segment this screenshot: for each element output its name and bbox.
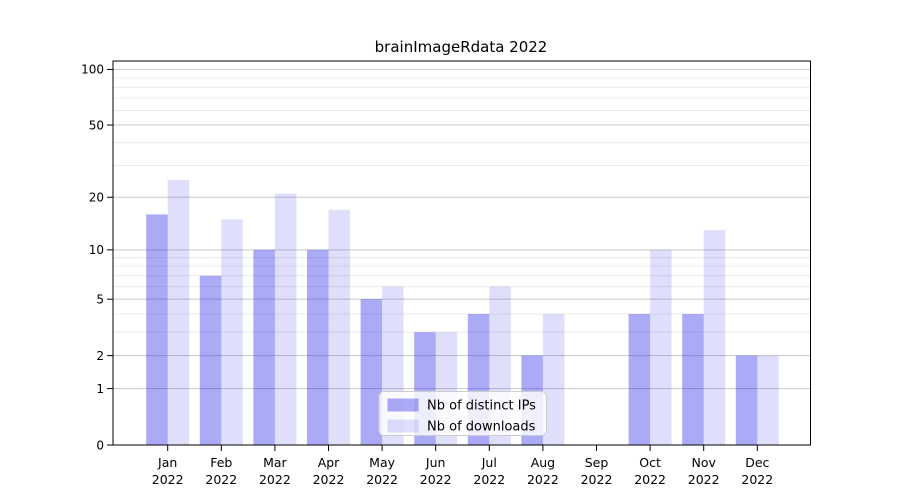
bar-apr-downloads [328,209,350,445]
y-tick-label-10: 10 [89,243,104,257]
legend-label-downloads: Nb of downloads [427,420,536,435]
x-tick-label-jun: Jun [425,455,446,470]
x-tick-label-oct-year: 2022 [634,472,666,487]
x-axis: Jan 2022 Feb 2022 Mar 2022 Apr 2022 May 2022 Jun 20… [152,445,773,487]
chart-title: brainImageRdata 2022 [375,38,548,56]
x-tick-label-jun-year: 2022 [420,472,452,487]
x-tick-label-feb-year: 2022 [205,472,237,487]
x-tick-label-oct: Oct [639,455,661,470]
minor-gridlines [113,77,811,333]
bar-apr-distinct-ips [307,249,329,445]
bar-dec-distinct-ips [735,355,758,445]
y-tick-label-1: 1 [96,382,104,396]
bar-oct-distinct-ips [628,314,651,445]
x-tick-label-mar: Mar [263,455,287,470]
x-tick-label-jan-year: 2022 [152,472,184,487]
bar-feb-distinct-ips [199,275,222,445]
x-tick-label-jul-year: 2022 [473,472,505,487]
x-tick-label-aug: Aug [531,455,555,470]
y-tick-label-0: 0 [96,438,104,452]
legend-swatch-downloads [387,419,419,433]
x-tick-label-sep: Sep [585,455,609,470]
x-tick-label-nov: Nov [691,455,716,470]
legend-label-distinct-ips: Nb of distinct IPs [427,399,536,414]
legend-box [378,391,547,436]
legend: Nb of distinct IPs Nb of downloads [378,391,547,436]
x-tick-label-may: May [369,455,395,470]
bar-oct-downloads [650,249,672,445]
bar-mar-distinct-ips [253,249,275,445]
x-tick-label-sep-year: 2022 [581,472,613,487]
x-tick-label-feb: Feb [210,455,232,470]
bar-nov-distinct-ips [682,314,704,445]
y-axis: 0 1 2 5 10 20 50 100 [81,63,113,452]
bar-jan-downloads [167,179,190,445]
y-tick-label-50: 50 [89,118,104,132]
x-tick-label-may-year: 2022 [366,472,398,487]
x-tick-label-apr-year: 2022 [313,472,345,487]
x-tick-label-dec: Dec [745,455,769,470]
x-tick-label-apr: Apr [318,455,340,470]
y-tick-label-5: 5 [96,292,104,306]
y-tick-label-2: 2 [96,349,104,363]
x-tick-label-jul: Jul [481,455,497,470]
bar-jan-distinct-ips [146,214,168,445]
major-gridlines [113,68,811,390]
bar-may-distinct-ips [360,299,383,445]
bar-feb-downloads [221,219,243,445]
y-tick-label-20: 20 [89,191,104,205]
x-tick-label-mar-year: 2022 [259,472,291,487]
bar-nov-downloads [703,230,726,445]
x-tick-label-jan: Jan [157,455,177,470]
x-tick-label-nov-year: 2022 [688,472,720,487]
y-tick-label-100: 100 [81,63,104,77]
x-tick-label-dec-year: 2022 [741,472,773,487]
bar-aug-downloads [542,314,565,445]
legend-swatch-distinct-ips [387,398,419,412]
plot-border [112,60,811,446]
x-tick-label-aug-year: 2022 [527,472,559,487]
bar-mar-downloads [274,193,297,445]
bar-dec-downloads [757,355,779,445]
